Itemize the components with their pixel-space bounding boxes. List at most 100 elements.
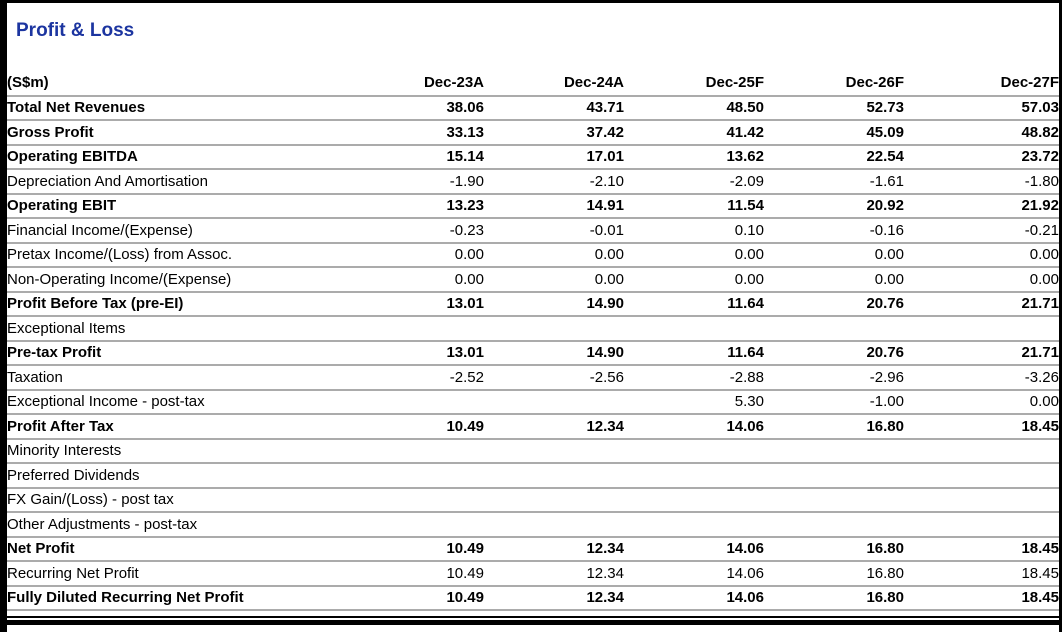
value-cell: -2.09 [624,169,764,195]
value-cell: -2.56 [484,365,624,391]
row-label: Recurring Net Profit [7,561,344,587]
value-cell: 0.00 [904,242,1059,268]
value-cell: 14.90 [484,340,624,366]
value-cell: 0.00 [904,267,1059,293]
value-cell: 14.06 [624,585,764,611]
table-row: Other Adjustments - post-tax [7,512,1059,538]
row-label: Operating EBITDA [7,144,344,170]
value-cell: 18.45 [904,536,1059,562]
bottom-divider-thick [7,620,1059,625]
value-cell: 16.80 [764,585,904,611]
table-row: Non-Operating Income/(Expense) 0.00 0.00 0.… [7,267,1059,293]
table-row: Minority Interests [7,438,1059,464]
value-cell [624,463,764,489]
value-cell: 20.92 [764,193,904,219]
value-cell [344,389,484,415]
table-row: Fully Diluted Recurring Net Profit 10.49 1… [7,585,1059,611]
value-cell [904,512,1059,538]
row-label: Gross Profit [7,120,344,146]
column-header: Dec-23A [344,71,484,97]
value-cell: 11.54 [624,193,764,219]
value-cell: -0.21 [904,218,1059,244]
row-label: Financial Income/(Expense) [7,218,344,244]
value-cell: 14.90 [484,291,624,317]
row-label: Pre-tax Profit [7,340,344,366]
table-row: Depreciation And Amortisation -1.90 -2.10-… [7,169,1059,195]
value-cell [344,316,484,342]
value-cell [624,487,764,513]
value-cell: 37.42 [484,120,624,146]
value-cell [904,487,1059,513]
value-cell: 18.45 [904,561,1059,587]
row-label: Profit After Tax [7,414,344,440]
value-cell: -3.26 [904,365,1059,391]
value-cell: 12.34 [484,585,624,611]
value-cell: 14.06 [624,536,764,562]
table-row: Net Profit 10.49 12.34 14.06 16.80 18.45 [7,536,1059,562]
bottom-divider-thin [7,616,1059,618]
value-cell: -0.01 [484,218,624,244]
value-cell: 10.49 [344,536,484,562]
value-cell: 41.42 [624,120,764,146]
row-label: Depreciation And Amortisation [7,169,344,195]
value-cell: 48.82 [904,120,1059,146]
table-row: Operating EBITDA 15.14 17.01 13.62 22.54 23.7… [7,144,1059,170]
row-label: Exceptional Income - post-tax [7,389,344,415]
value-cell [484,487,624,513]
row-label: Operating EBIT [7,193,344,219]
row-label: Pretax Income/(Loss) from Assoc. [7,242,344,268]
value-cell: 45.09 [764,120,904,146]
table-row: Recurring Net Profit 10.49 12.34 14.06 16.80… [7,561,1059,587]
row-label: Taxation [7,365,344,391]
value-cell: -2.52 [344,365,484,391]
value-cell: -2.88 [624,365,764,391]
value-cell: 0.00 [484,242,624,268]
panel-title: Profit & Loss [16,20,135,41]
value-cell: 11.64 [624,340,764,366]
value-cell: 13.01 [344,291,484,317]
row-label: Exceptional Items [7,316,344,342]
value-cell [764,316,904,342]
value-cell: 0.00 [344,242,484,268]
value-cell [764,463,904,489]
value-cell: 17.01 [484,144,624,170]
value-cell: 10.49 [344,585,484,611]
value-cell: 23.72 [904,144,1059,170]
value-cell: 14.91 [484,193,624,219]
value-cell: 16.80 [764,561,904,587]
column-header: Dec-27F [904,71,1059,97]
value-cell: -1.90 [344,169,484,195]
value-cell [344,487,484,513]
value-cell: 10.49 [344,561,484,587]
value-cell: -1.80 [904,169,1059,195]
value-cell: 13.62 [624,144,764,170]
unit-header: (S$m) [7,71,344,97]
value-cell: 52.73 [764,95,904,121]
value-cell: 38.06 [344,95,484,121]
value-cell: 15.14 [344,144,484,170]
value-cell: 11.64 [624,291,764,317]
value-cell: 20.76 [764,340,904,366]
table-row: Exceptional Income - post-tax 5.30 -1.00 0.… [7,389,1059,415]
value-cell: -2.10 [484,169,624,195]
value-cell: 5.30 [624,389,764,415]
value-cell [764,438,904,464]
row-label: Total Net Revenues [7,95,344,121]
value-cell: 12.34 [484,536,624,562]
value-cell: 0.00 [344,267,484,293]
value-cell: 12.34 [484,414,624,440]
value-cell: 13.01 [344,340,484,366]
value-cell: 57.03 [904,95,1059,121]
value-cell: 0.00 [904,389,1059,415]
value-cell [624,512,764,538]
table-row: Pre-tax Profit 13.01 14.90 11.64 20.76 21.71 [7,340,1059,366]
value-cell [484,438,624,464]
column-header: Dec-26F [764,71,904,97]
table-row: Financial Income/(Expense) -0.23 -0.01 0.10… [7,218,1059,244]
header-row: (S$m) Dec-23A Dec-24A Dec-25F Dec-26F Dec-27… [7,71,1059,97]
value-cell [484,512,624,538]
table-body: Total Net Revenues 38.06 43.71 48.50 52.73 57… [7,95,1059,611]
value-cell: 21.71 [904,340,1059,366]
table-row: Exceptional Items [7,316,1059,342]
